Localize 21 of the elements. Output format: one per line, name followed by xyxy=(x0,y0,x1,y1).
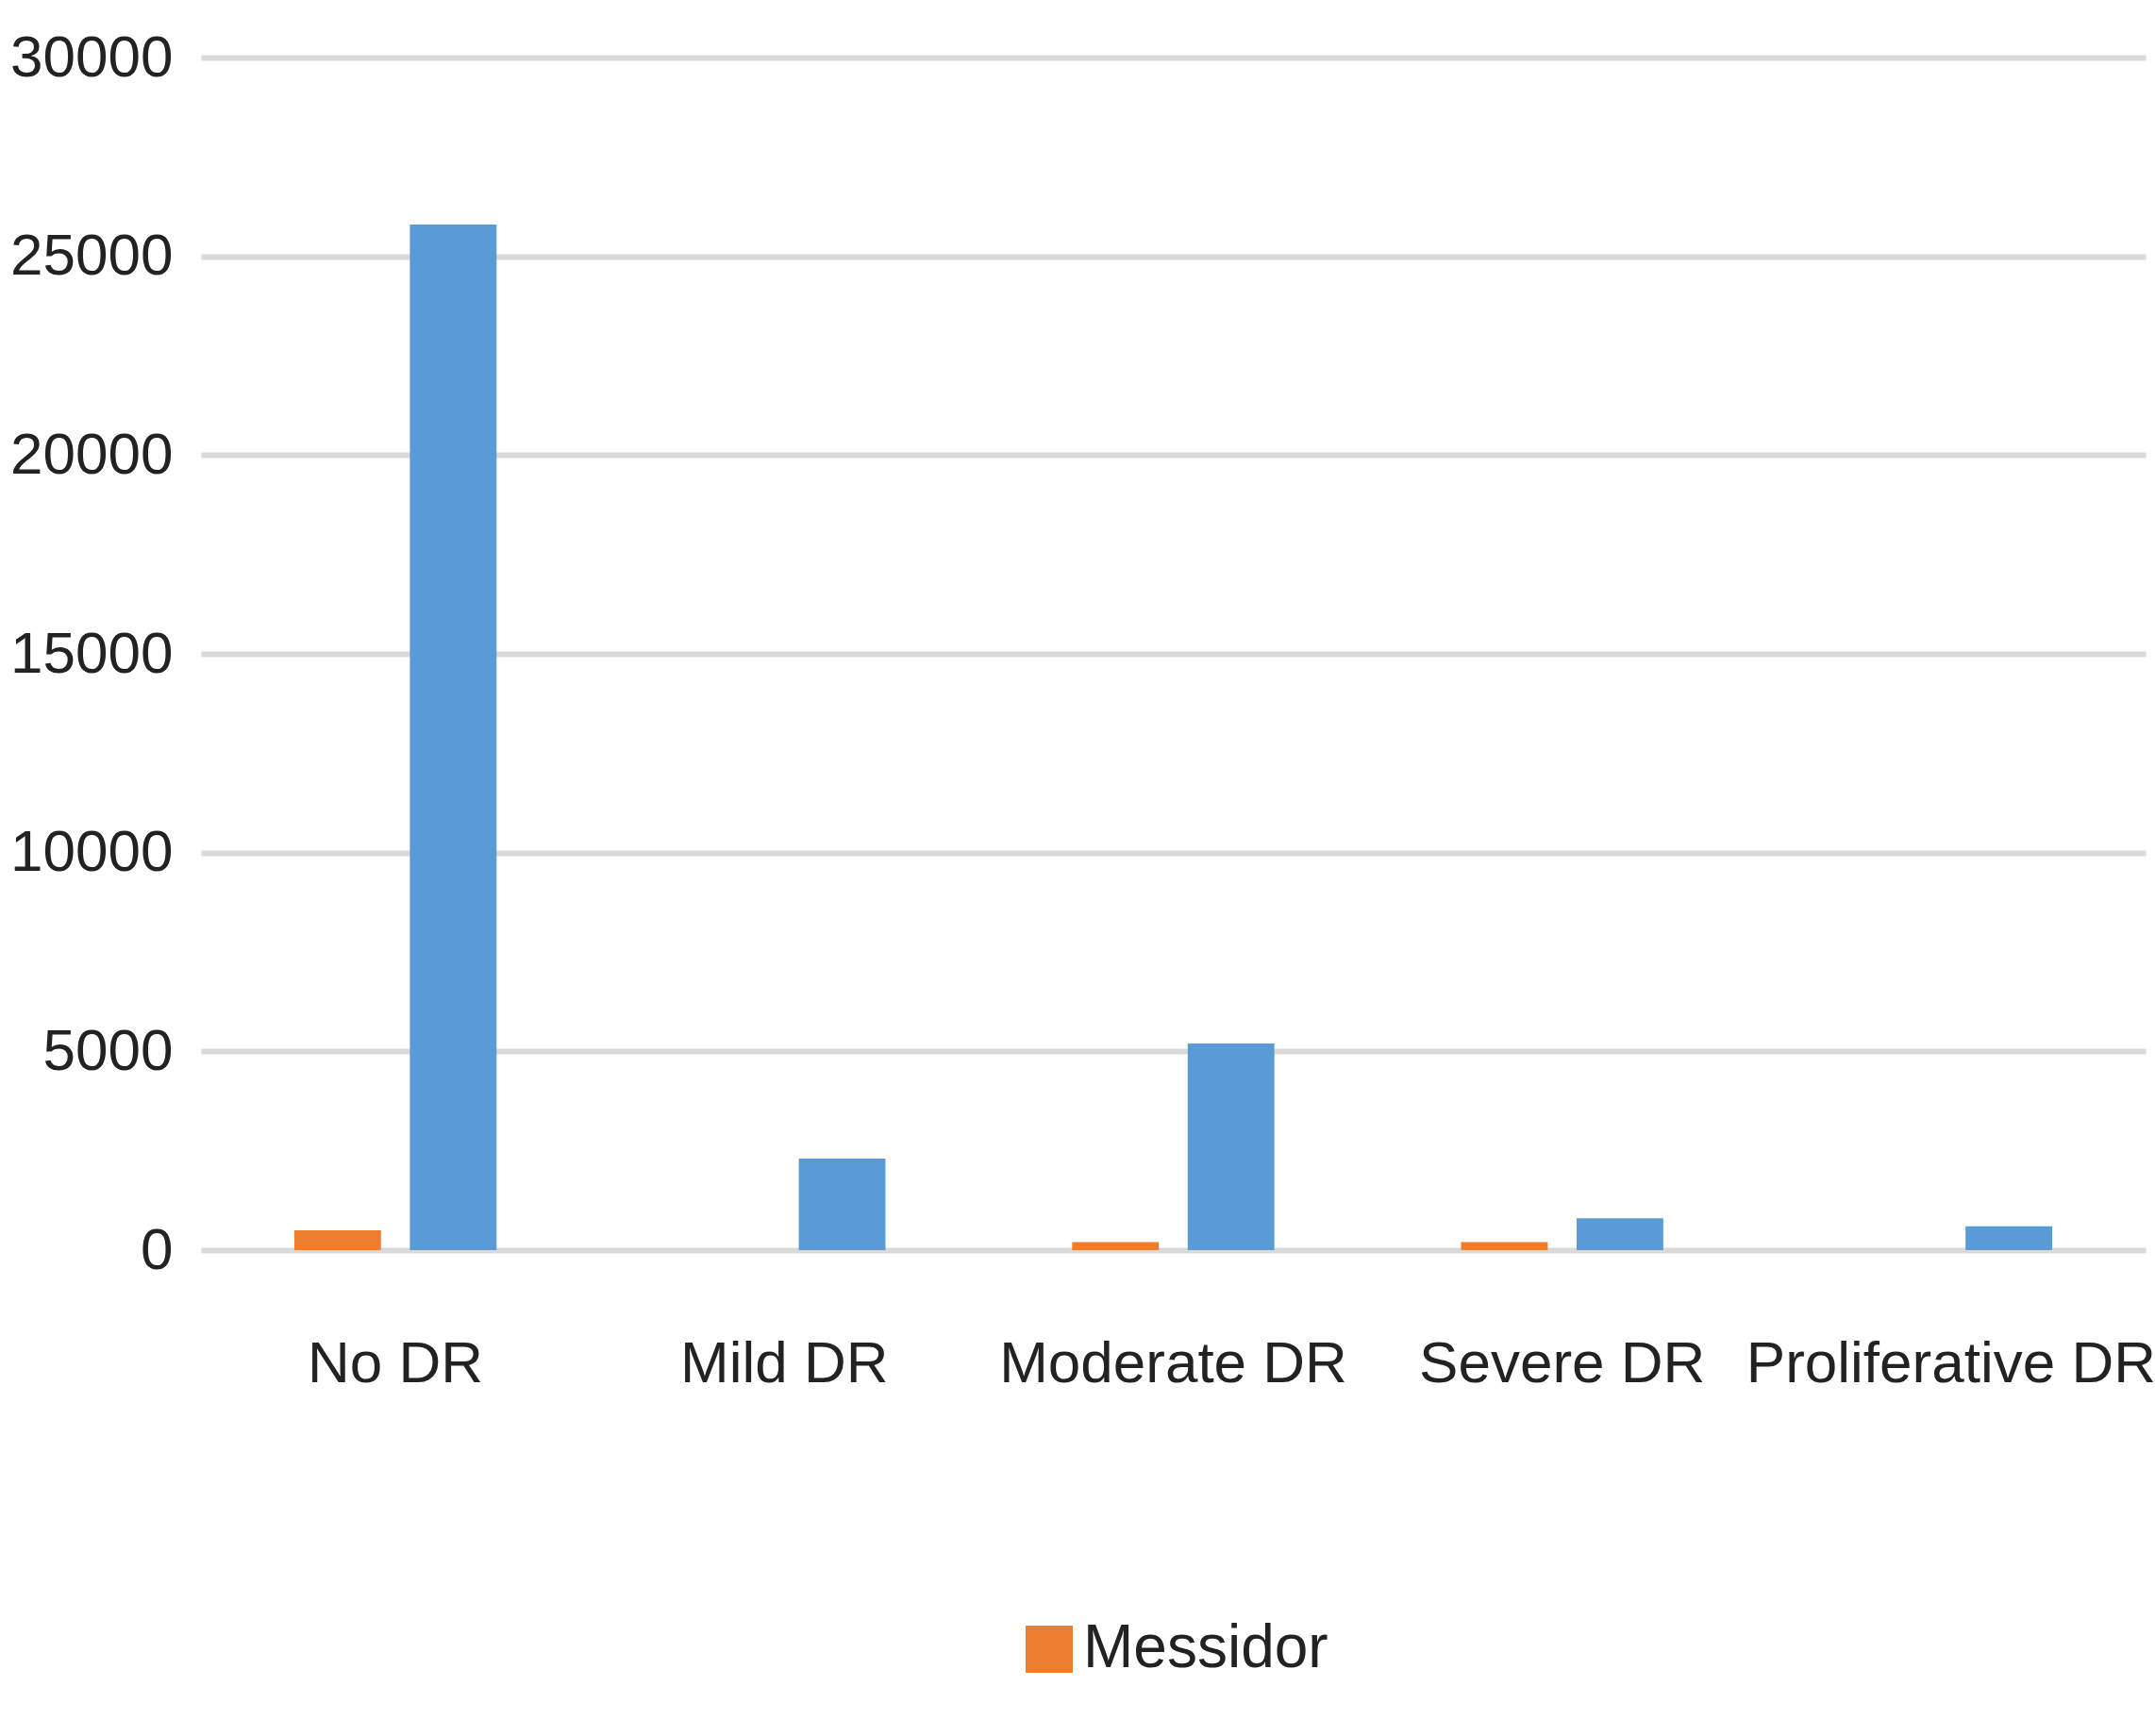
x-tick-label: Severe DR xyxy=(1419,1328,1706,1394)
bar xyxy=(1187,1043,1275,1250)
y-tick-label: 20000 xyxy=(10,420,174,486)
y-tick-label: 0 xyxy=(141,1215,174,1281)
bar xyxy=(1461,1242,1548,1250)
x-tick-label: Mild DR xyxy=(680,1328,889,1394)
bar xyxy=(1965,1226,2053,1250)
y-tick-label: 15000 xyxy=(10,619,174,685)
bar xyxy=(798,1159,886,1250)
legend-label: Messidor xyxy=(1083,1612,1328,1680)
bar xyxy=(1577,1218,1663,1250)
x-tick-label: No DR xyxy=(308,1328,484,1394)
y-tick-label: 25000 xyxy=(10,222,174,288)
y-tick-label: 30000 xyxy=(10,23,174,89)
x-tick-label: Moderate DR xyxy=(999,1328,1347,1394)
bar xyxy=(1072,1242,1160,1250)
bar xyxy=(293,1229,381,1250)
bar xyxy=(409,224,497,1250)
y-tick-label: 5000 xyxy=(42,1016,174,1082)
x-tick-label: Proliferative DR xyxy=(1746,1328,2155,1394)
y-tick-label: 10000 xyxy=(10,818,174,884)
